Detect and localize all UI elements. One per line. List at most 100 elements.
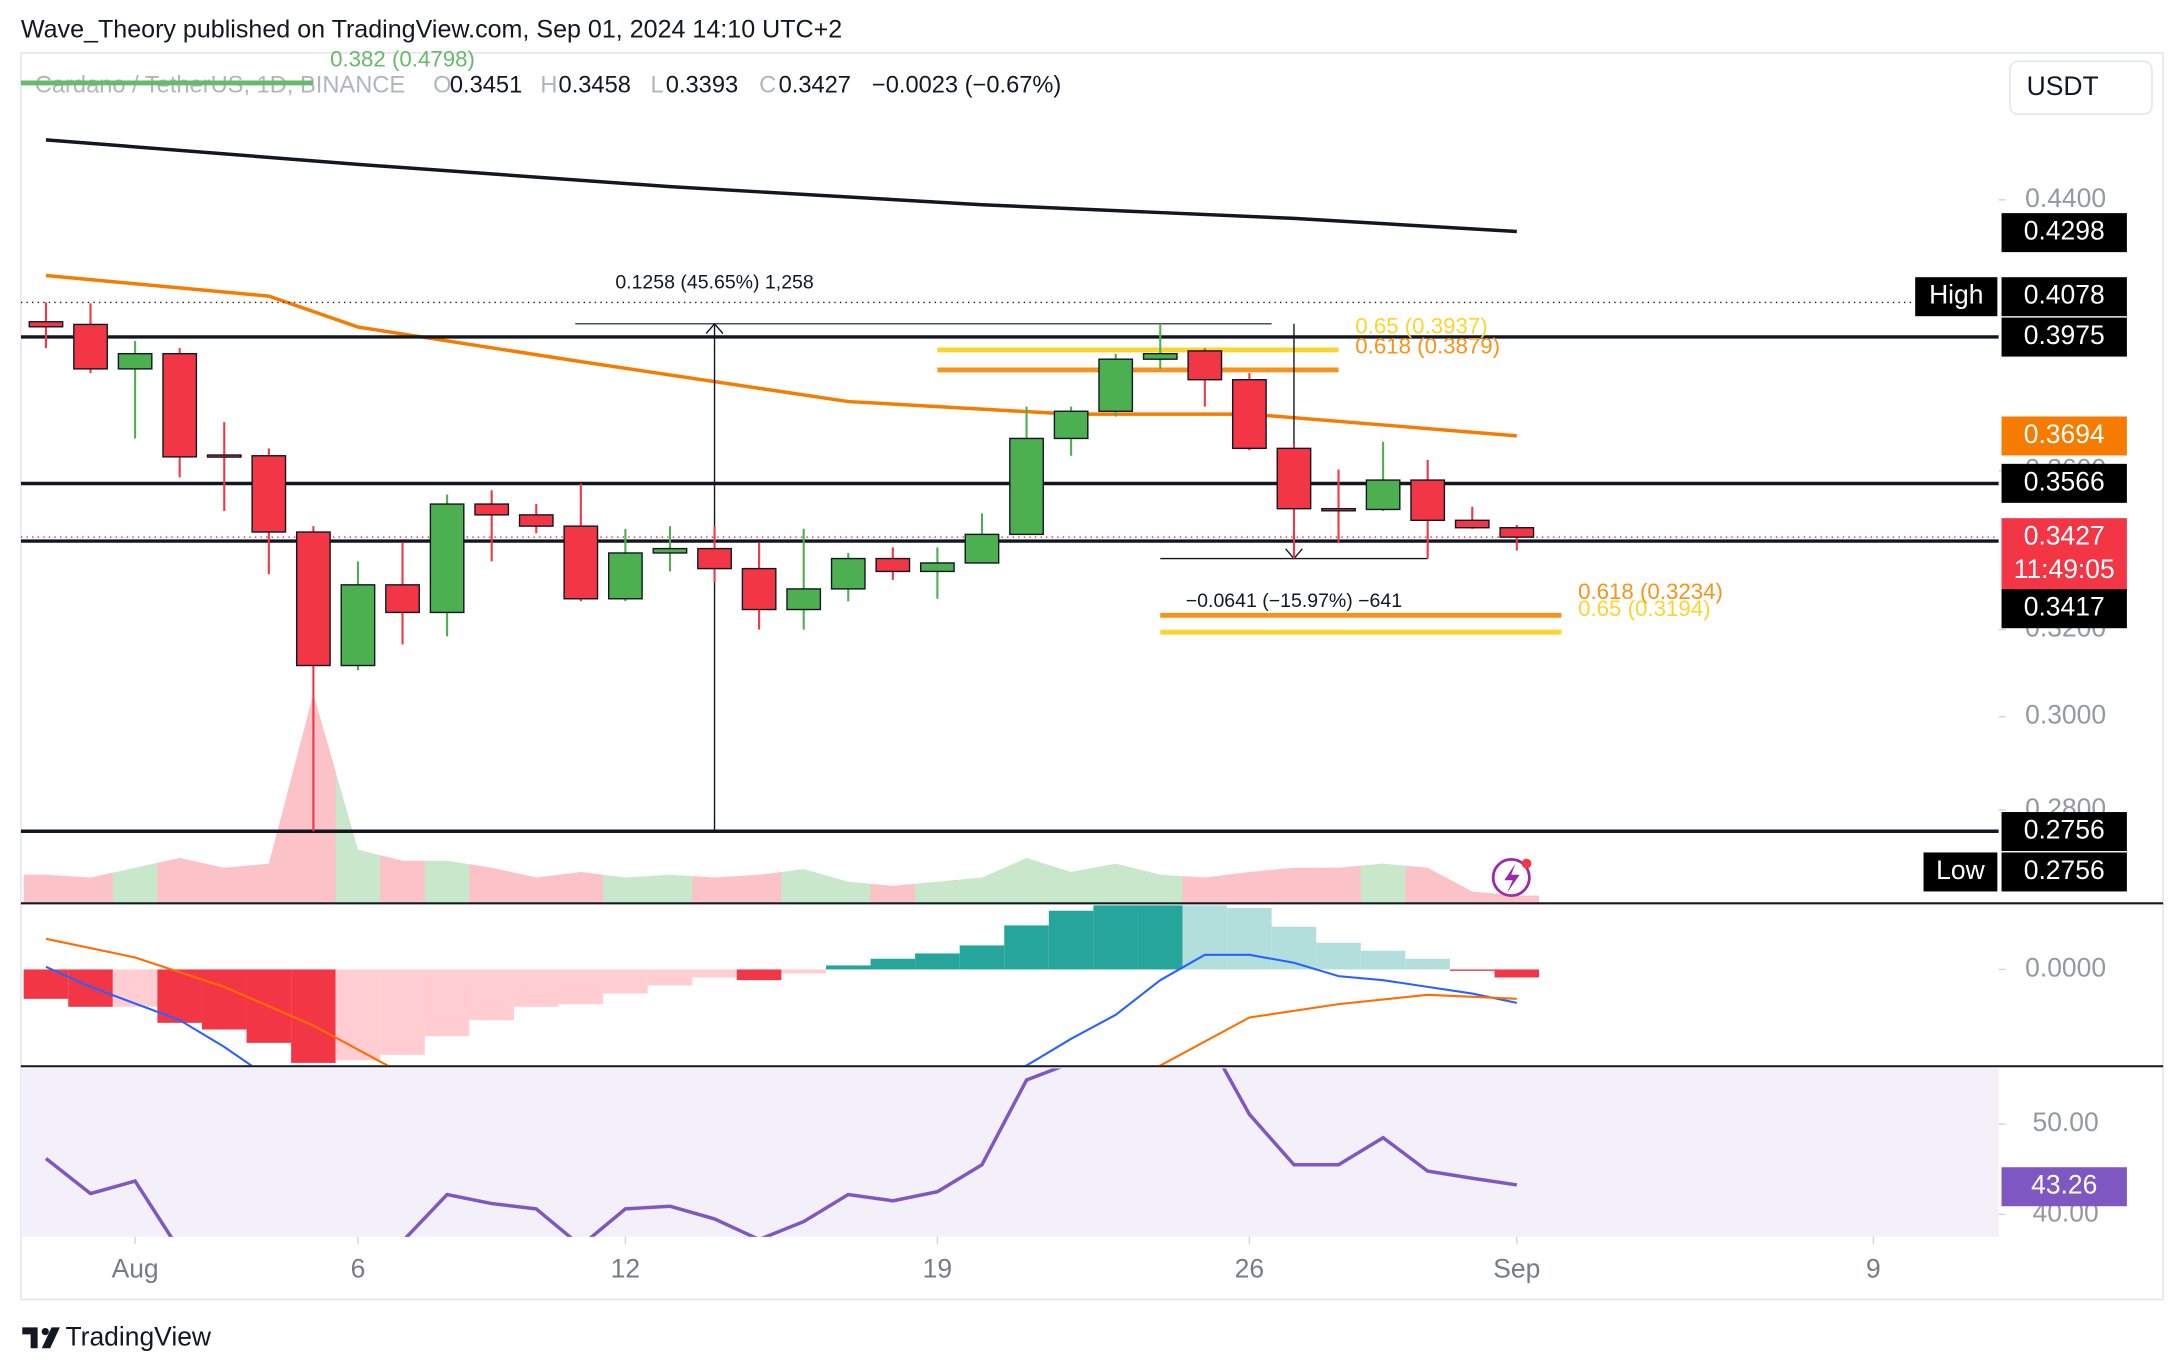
x-tick-label: Aug <box>112 1253 159 1283</box>
volume-area <box>335 771 381 903</box>
candle-body <box>28 321 64 328</box>
volume-area <box>825 875 871 903</box>
macd-bar <box>558 969 604 1005</box>
macd-bar <box>1360 950 1406 970</box>
volume-area <box>68 872 113 903</box>
x-tick-label: Sep <box>1493 1253 1540 1283</box>
volume-area <box>246 778 292 903</box>
candle-body <box>697 547 732 570</box>
price-tag: 0.3427 <box>2024 521 2105 551</box>
x-tick-label: 19 <box>923 1253 952 1283</box>
fib-label: 0.65 (0.3937) <box>1355 314 1487 339</box>
fib-label: 0.618 (0.3234) <box>1578 579 1723 604</box>
x-tick-label: 26 <box>1235 1253 1264 1283</box>
rsi-line <box>44 1068 1518 1237</box>
x-tick-label: 9 <box>1866 1253 1881 1283</box>
logo-mark[interactable] <box>22 1327 60 1349</box>
x-tick-label: 6 <box>351 1253 366 1283</box>
macd-bar <box>1227 908 1272 970</box>
volume-area <box>1494 893 1540 903</box>
candle-body <box>652 547 688 554</box>
macd-bar <box>1004 925 1049 970</box>
price-tag-bg <box>2001 589 2127 629</box>
macd-bar <box>1316 942 1361 970</box>
y-tick-label: 0.0000 <box>2025 952 2106 982</box>
y-tick-label: 0.3000 <box>2025 700 2106 730</box>
measure-label: 0.1258 (45.65%) 1,258 <box>615 272 813 294</box>
x-tick-label: 12 <box>611 1253 640 1283</box>
volume-area <box>736 871 782 903</box>
y-tick-label: 0.4400 <box>2025 183 2106 213</box>
candle-body <box>919 562 955 573</box>
macd-bar <box>513 969 559 1007</box>
ohlc-letter: C <box>759 73 776 99</box>
candle-body <box>251 455 287 533</box>
y-tick-label: 50.00 <box>2033 1107 2099 1137</box>
price-tag: 0.4078 <box>2024 280 2105 310</box>
volume-area <box>692 876 737 903</box>
candle-body <box>117 352 153 370</box>
alert-bolt[interactable] <box>1504 863 1520 893</box>
macd-bar <box>1449 969 1495 971</box>
price-tag: 0.2756 <box>2024 815 2105 845</box>
volume-area <box>781 869 826 903</box>
moving-average <box>45 138 1517 234</box>
alert-dot[interactable] <box>1521 858 1532 869</box>
candle-body <box>1231 379 1267 450</box>
volume-area <box>424 860 470 903</box>
candle-body <box>786 588 822 611</box>
macd-bar <box>1494 969 1540 978</box>
publisher: Wave_Theory published on TradingView.com… <box>21 15 842 43</box>
price-tag-bg <box>2001 213 2127 253</box>
macd-bar <box>1405 958 1450 970</box>
volume-area <box>1405 865 1450 903</box>
macd-pane <box>23 905 1540 1066</box>
price-tag-bg <box>2001 812 2127 852</box>
logo-dot[interactable] <box>41 1327 49 1336</box>
alert-icon[interactable] <box>1491 858 1532 898</box>
logo-text[interactable]: TradingView <box>65 1322 211 1352</box>
macd-bar <box>603 969 648 994</box>
macd-bar <box>424 969 470 1037</box>
macd-bar <box>1182 905 1228 970</box>
candle-body <box>295 531 331 667</box>
price-tag: 0.4298 <box>2024 216 2105 246</box>
high-tag-bg <box>1915 277 1998 317</box>
ohlc-letter: O <box>433 73 451 99</box>
volume-area <box>915 879 960 903</box>
price-tag: 0.3417 <box>2024 592 2105 622</box>
price-tag-bg <box>2001 317 2127 357</box>
volume-area <box>603 874 648 903</box>
logo[interactable]: TradingView <box>22 1322 212 1352</box>
candle-body <box>1276 447 1312 510</box>
low-tag-bg <box>1923 852 1998 892</box>
price-tag: 0.3694 <box>2024 419 2105 449</box>
ohlc-letter: L <box>650 73 663 99</box>
candle-body <box>1098 358 1134 412</box>
currency-button[interactable] <box>2009 60 2153 115</box>
volume-area <box>959 867 1005 903</box>
price-tag-bg <box>2001 463 2127 503</box>
candle-body <box>1454 519 1490 529</box>
volume-area <box>1449 879 1495 903</box>
volume-area <box>1048 864 1094 903</box>
currency[interactable]: USDT <box>2027 71 2099 101</box>
volume-area <box>112 862 158 903</box>
low-tag: Low <box>1936 855 1985 885</box>
change: −0.0023 (−0.67%) <box>872 73 1061 99</box>
candle-body <box>1410 479 1446 521</box>
macd-bar <box>291 969 336 1063</box>
macd-bar <box>647 969 693 986</box>
volume-area <box>1137 869 1183 903</box>
candle-body <box>1365 479 1401 511</box>
candle-body <box>206 454 242 458</box>
candle-body <box>1187 350 1223 381</box>
price-countdown: 11:49:05 <box>2014 554 2115 584</box>
macd-line <box>45 937 1517 1066</box>
volume-area <box>23 874 69 903</box>
candle-body <box>830 557 866 590</box>
ohlc-value: 0.3393 <box>666 73 738 99</box>
alert-circle[interactable] <box>1491 858 1531 898</box>
